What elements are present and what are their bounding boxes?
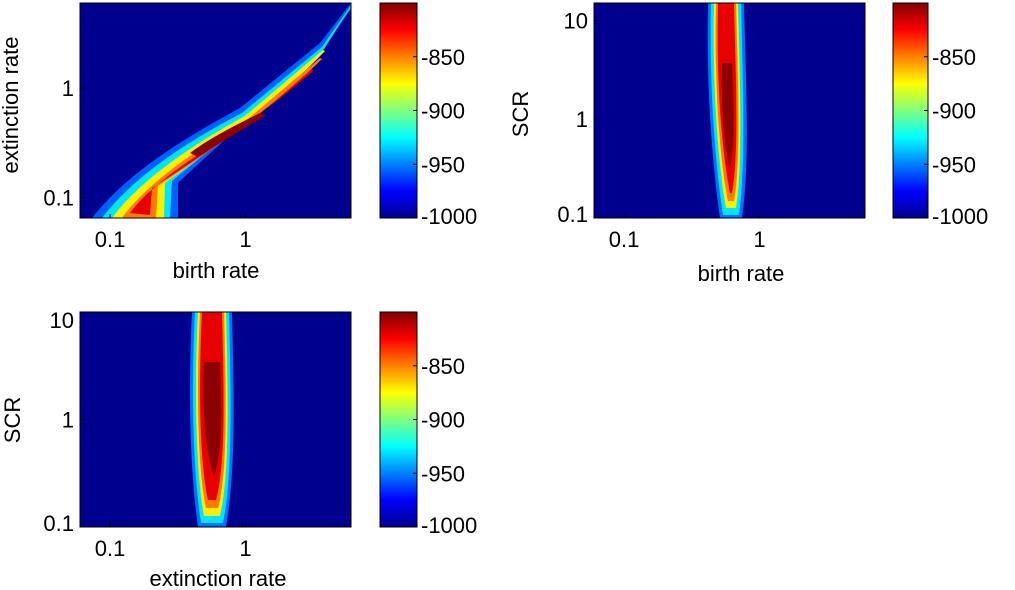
colorbar-2-ticks: -850 -900 -950 -1000 xyxy=(924,45,988,229)
heatmap-3-xtick-1: 1 xyxy=(239,536,251,561)
colorbar-1-tick-2: -950 xyxy=(421,152,465,177)
colorbar-1-ticks: -850 -900 -950 -1000 xyxy=(413,45,477,229)
colorbar-3-tick-1: -900 xyxy=(421,408,465,433)
colorbar-2: -850 -900 -950 -1000 xyxy=(892,2,988,229)
heatmap-panel-1: 0.1 1 0.1 1 birth rate extinction rate xyxy=(0,2,352,283)
heatmap-3-xtick-0: 0.1 xyxy=(95,536,126,561)
heatmap-2-ytick-0: 0.1 xyxy=(557,202,588,227)
heatmap-1-band-core xyxy=(190,113,266,157)
colorbar-3-gradient xyxy=(379,311,418,528)
heatmap-3-band-core xyxy=(203,362,222,477)
heatmap-1-band-red xyxy=(130,69,313,215)
heatmap-3-ticks: 0.1 1 0.1 1 10 xyxy=(43,308,251,561)
heatmap-2-ytick-1: 1 xyxy=(576,107,588,132)
heatmap-2-band-core xyxy=(721,63,734,168)
heatmap-2-xlabel: birth rate xyxy=(698,261,785,286)
colorbar-2-tick-0: -850 xyxy=(932,45,976,70)
heatmap-3-plot xyxy=(80,312,351,527)
heatmap-1-frame xyxy=(79,2,352,219)
colorbar-2-gradient xyxy=(892,2,929,219)
heatmap-1-ylabel: extinction rate xyxy=(0,37,23,174)
colorbar-3-tick-3: -1000 xyxy=(421,513,477,538)
heatmap-3-ytick-1: 1 xyxy=(62,408,74,433)
heatmap-2-ticks: 0.1 1 0.1 1 10 xyxy=(557,8,765,252)
heatmap-2-xtick-0: 0.1 xyxy=(609,227,640,252)
heatmap-2-ytick-2: 10 xyxy=(564,8,588,33)
colorbar-3: -850 -900 -950 -1000 xyxy=(379,311,477,538)
heatmap-2-frame xyxy=(593,2,866,219)
heatmap-2-ylabel: SCR xyxy=(508,91,533,137)
colorbar-2-tick-1: -900 xyxy=(932,99,976,124)
heatmap-3-xlabel: extinction rate xyxy=(150,566,287,590)
heatmap-1-band-outer xyxy=(92,3,351,218)
colorbar-2-tick-3: -1000 xyxy=(932,204,988,229)
colorbar-3-ticks: -850 -900 -950 -1000 xyxy=(413,354,477,538)
heatmap-2-xtick-1: 1 xyxy=(753,227,765,252)
heatmap-3-ylabel: SCR xyxy=(0,397,25,443)
colorbar-1-tick-0: -850 xyxy=(421,45,465,70)
heatmap-panel-3: 0.1 1 0.1 1 10 extinction rate SCR xyxy=(0,308,352,590)
heatmap-1-background xyxy=(80,3,351,218)
colorbar-2-tick-2: -950 xyxy=(932,152,976,177)
colorbar-1-tick-1: -900 xyxy=(421,99,465,124)
heatmap-panel-2: 0.1 1 0.1 1 10 birth rate SCR xyxy=(508,2,866,286)
heatmap-1-xtick-1: 1 xyxy=(239,227,251,252)
colorbar-1: -850 -900 -950 -1000 xyxy=(379,2,477,229)
heatmap-3-ytick-2: 10 xyxy=(50,308,74,333)
heatmap-1-xtick-0: 0.1 xyxy=(95,227,126,252)
heatmap-1-band-cyan xyxy=(102,5,351,218)
heatmap-3-ytick-0: 0.1 xyxy=(43,511,74,536)
heatmap-1-plot xyxy=(80,3,351,218)
colorbar-3-tick-2: -950 xyxy=(421,461,465,486)
heatmap-1-ticks: 0.1 1 0.1 1 xyxy=(43,76,251,252)
colorbar-1-gradient xyxy=(379,2,418,219)
heatmap-2-plot xyxy=(594,3,865,218)
heatmap-1-ytick-1: 1 xyxy=(62,76,74,101)
heatmap-1-xlabel: birth rate xyxy=(173,258,260,283)
colorbar-3-tick-0: -850 xyxy=(421,354,465,379)
heatmap-1-ytick-0: 0.1 xyxy=(43,186,74,211)
colorbar-1-tick-3: -1000 xyxy=(421,204,477,229)
